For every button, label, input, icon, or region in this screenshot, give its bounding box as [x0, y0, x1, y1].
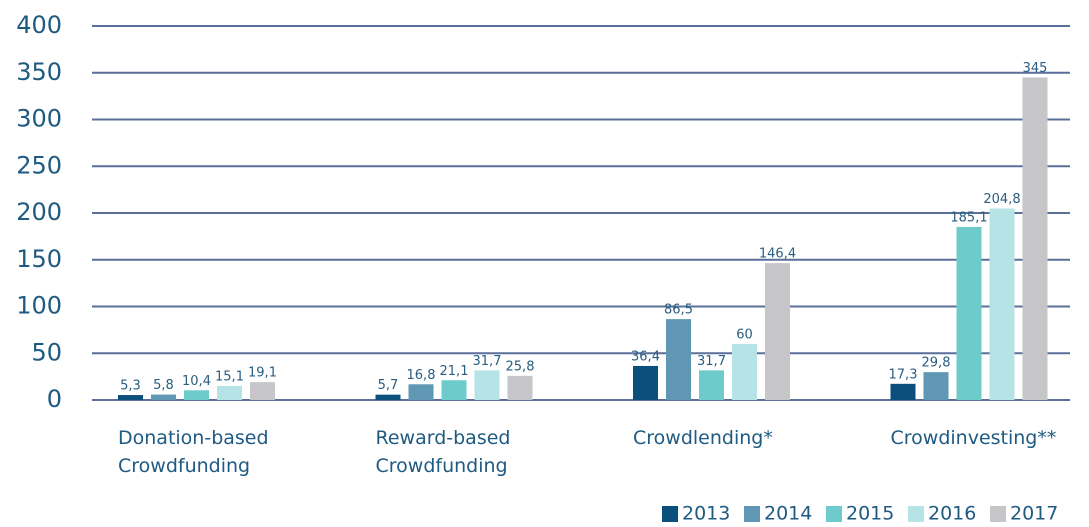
legend-label: 2015 — [846, 503, 894, 525]
y-tick-label: 150 — [16, 245, 62, 273]
value-label: 185,1 — [950, 210, 987, 225]
value-label: 31,7 — [697, 354, 726, 369]
legend-swatch — [826, 506, 842, 522]
value-label: 15,1 — [215, 369, 244, 384]
value-label: 21,1 — [440, 364, 469, 379]
bar — [375, 394, 401, 400]
bar — [765, 263, 790, 400]
legend-label: 2013 — [682, 503, 730, 525]
value-label: 86,5 — [664, 303, 693, 318]
bar — [217, 385, 242, 400]
legend-label: 2017 — [1010, 503, 1058, 525]
legend-swatch — [908, 506, 924, 522]
bar — [956, 226, 982, 400]
value-label: 204,8 — [983, 192, 1020, 207]
bar — [250, 382, 275, 400]
bar — [989, 208, 1015, 400]
bar — [184, 390, 209, 400]
legend-swatch — [744, 506, 760, 522]
value-label: 146,4 — [759, 247, 796, 262]
y-tick-label: 100 — [16, 292, 62, 320]
bar — [666, 319, 691, 400]
value-label: 5,3 — [120, 379, 141, 394]
bar — [923, 372, 949, 400]
bar — [408, 384, 434, 400]
bar — [890, 383, 916, 400]
value-label: 17,3 — [889, 367, 918, 382]
x-tick-label: Crowdinvesting** — [890, 427, 1057, 449]
y-tick-label: 350 — [16, 58, 62, 86]
bar — [118, 395, 143, 400]
value-label: 60 — [736, 327, 753, 342]
y-tick-label: 400 — [16, 11, 62, 39]
value-label: 10,4 — [182, 374, 211, 389]
value-label: 31,7 — [473, 354, 502, 369]
bar — [151, 394, 176, 400]
bar — [699, 370, 724, 400]
value-label: 5,8 — [153, 378, 174, 393]
y-tick-label: 200 — [16, 198, 62, 226]
value-label: 345 — [1023, 61, 1048, 76]
legend-swatch — [662, 506, 678, 522]
value-label: 29,8 — [922, 356, 951, 371]
value-label: 36,4 — [631, 349, 660, 364]
y-tick-label: 0 — [47, 385, 62, 413]
value-label: 5,7 — [378, 378, 399, 393]
x-tick-label: Reward-based Crowdfunding — [375, 427, 511, 477]
y-tick-label: 250 — [16, 151, 62, 179]
bar — [1022, 77, 1048, 401]
legend-label: 2016 — [928, 503, 976, 525]
x-tick-label: Donation-based Crowdfunding — [118, 427, 269, 477]
legend-label: 2014 — [764, 503, 812, 525]
y-tick-label: 50 — [31, 338, 62, 366]
legend-swatch — [990, 506, 1006, 522]
value-label: 25,8 — [506, 359, 535, 374]
value-label: 19,1 — [248, 366, 277, 381]
y-tick-label: 300 — [16, 105, 62, 133]
bar — [633, 365, 658, 400]
bar — [732, 343, 757, 400]
bar — [474, 370, 500, 400]
bar — [507, 375, 533, 400]
value-label: 16,8 — [407, 368, 436, 383]
bar — [441, 380, 467, 400]
x-tick-label: Crowdlending* — [633, 427, 773, 449]
